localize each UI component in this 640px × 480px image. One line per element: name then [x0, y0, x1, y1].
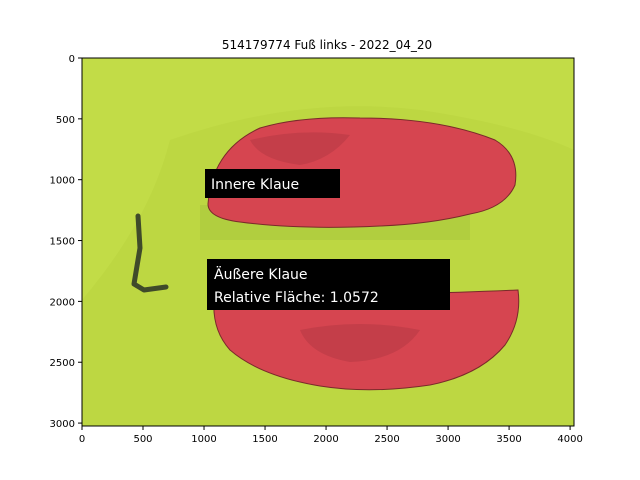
inner-claw-texture — [250, 132, 350, 165]
chart-title: 514179774 Fuß links - 2022_04_20 — [222, 38, 432, 52]
y-tick-label: 500 — [56, 115, 75, 126]
outer-claw-texture — [300, 324, 420, 362]
x-tick-label: 2000 — [313, 434, 338, 445]
x-tick-label: 4000 — [557, 434, 582, 445]
y-tick-label: 2000 — [50, 297, 75, 308]
x-axis: 0 500 1000 1500 2000 2500 3000 3500 4000 — [79, 426, 583, 445]
y-tick-label: 1500 — [50, 237, 75, 248]
x-tick-label: 1000 — [191, 434, 216, 445]
y-tick-label: 0 — [69, 54, 75, 65]
annotation-text-line-2: Relative Fläche: 1.0572 — [214, 290, 379, 306]
annotation-text-line-1: Äußere Klaue — [214, 265, 308, 283]
x-tick-label: 500 — [133, 434, 152, 445]
x-tick-label: 0 — [79, 434, 85, 445]
marker-letter-l — [131, 213, 169, 293]
annotation-text: Innere Klaue — [211, 177, 299, 193]
annotation-box — [205, 169, 340, 198]
axes-frame — [81, 57, 575, 427]
annotation-box — [207, 259, 450, 310]
y-tick-label: 3000 — [50, 419, 75, 430]
y-tick-label: 1000 — [50, 176, 75, 187]
x-tick-label: 1500 — [252, 434, 277, 445]
x-tick-label: 2500 — [374, 434, 399, 445]
image-area: Innere Klaue Äußere Klaue Relative Fläch… — [81, 57, 575, 427]
y-tick-label: 2500 — [50, 358, 75, 369]
y-axis: 0 500 1000 1500 2000 2500 3000 — [50, 54, 82, 430]
x-tick-label: 3500 — [496, 434, 521, 445]
innere-klaue-annotation: Innere Klaue — [205, 169, 340, 198]
x-tick-label: 3000 — [435, 434, 460, 445]
aeussere-klaue-annotation: Äußere Klaue Relative Fläche: 1.0572 — [207, 259, 450, 310]
